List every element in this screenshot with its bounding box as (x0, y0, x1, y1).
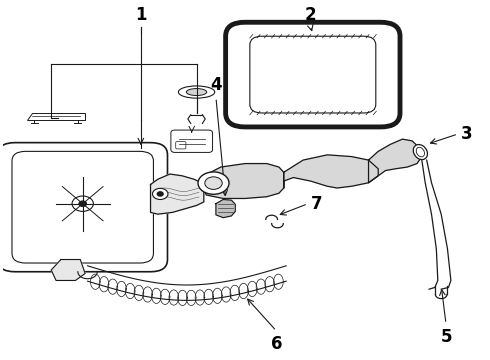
Polygon shape (204, 163, 284, 198)
Polygon shape (216, 199, 235, 218)
Circle shape (72, 196, 94, 211)
Text: 4: 4 (210, 76, 222, 94)
Ellipse shape (186, 89, 207, 95)
Ellipse shape (178, 86, 215, 98)
Text: 5: 5 (441, 328, 452, 346)
Text: 6: 6 (271, 334, 282, 352)
Text: 3: 3 (461, 125, 472, 143)
Circle shape (198, 172, 229, 194)
Polygon shape (368, 139, 422, 183)
Circle shape (152, 188, 168, 199)
Polygon shape (150, 174, 204, 214)
FancyBboxPatch shape (0, 143, 168, 272)
Polygon shape (284, 155, 378, 188)
Circle shape (157, 192, 163, 196)
Circle shape (79, 201, 87, 207)
FancyBboxPatch shape (250, 36, 376, 113)
Circle shape (205, 177, 222, 189)
Polygon shape (27, 113, 85, 120)
FancyBboxPatch shape (225, 22, 400, 127)
Ellipse shape (413, 144, 427, 159)
FancyBboxPatch shape (171, 130, 213, 152)
Text: 2: 2 (305, 6, 316, 24)
Polygon shape (51, 260, 85, 280)
Text: 1: 1 (135, 6, 147, 24)
Text: 7: 7 (310, 195, 322, 213)
